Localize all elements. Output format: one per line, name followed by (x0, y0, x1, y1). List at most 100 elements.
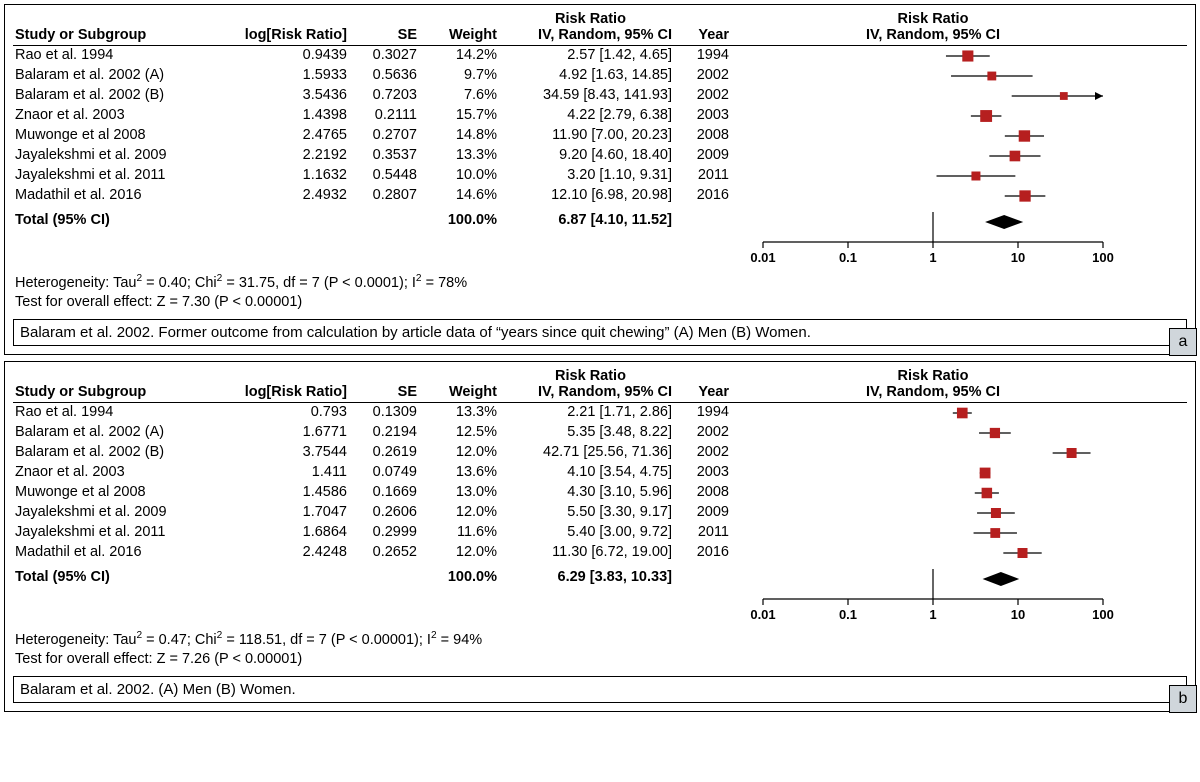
study-row: Madathil et al. 2016 2.4932 0.2807 14.6%… (13, 186, 1187, 206)
cell-year: 2002 (678, 66, 733, 86)
cell-weight: 12.0% (423, 543, 503, 563)
cell-year: 2016 (678, 186, 733, 206)
cell-log: 1.411 (243, 463, 353, 483)
cell-weight: 14.8% (423, 126, 503, 146)
forest-row-plot (733, 463, 1133, 483)
panel-label: b (1169, 685, 1197, 713)
cell-ci: 4.92 [1.63, 14.85] (503, 66, 678, 86)
cell-study: Balaram et al. 2002 (B) (13, 443, 243, 463)
cell-log: 2.2192 (243, 146, 353, 166)
cell-weight: 13.6% (423, 463, 503, 483)
cell-weight: 12.5% (423, 423, 503, 443)
col-year: Year (678, 384, 733, 400)
cell-weight: 9.7% (423, 66, 503, 86)
cell-weight: 12.0% (423, 503, 503, 523)
cell-se: 0.2606 (353, 503, 423, 523)
cell-study: Madathil et al. 2016 (13, 186, 243, 206)
cell-ci: 2.57 [1.42, 4.65] (503, 46, 678, 66)
column-headers: Study or Subgroup log[Risk Ratio] SE Wei… (13, 27, 1187, 46)
forest-row-plot (733, 186, 1133, 206)
cell-se: 0.1309 (353, 403, 423, 423)
study-row: Jayalekshmi et al. 2009 2.2192 0.3537 13… (13, 146, 1187, 166)
total-row: Total (95% CI) 100.0% 6.87 [4.10, 11.52]… (13, 212, 1187, 272)
cell-weight: 13.3% (423, 146, 503, 166)
col-plot: IV, Random, 95% CI (733, 384, 1133, 400)
study-row: Balaram et al. 2002 (A) 1.6771 0.2194 12… (13, 423, 1187, 443)
total-ci: 6.87 [4.10, 11.52] (503, 212, 678, 272)
cell-year: 2002 (678, 86, 733, 106)
cell-se: 0.5636 (353, 66, 423, 86)
svg-text:0.1: 0.1 (839, 250, 857, 265)
forest-row-plot (733, 503, 1133, 523)
cell-log: 2.4932 (243, 186, 353, 206)
cell-year: 2009 (678, 146, 733, 166)
cell-se: 0.5448 (353, 166, 423, 186)
cell-ci: 9.20 [4.60, 18.40] (503, 146, 678, 166)
total-label: Total (95% CI) (13, 569, 243, 629)
cell-log: 3.7544 (243, 443, 353, 463)
cell-weight: 15.7% (423, 106, 503, 126)
study-row: Znaor et al. 2003 1.411 0.0749 13.6% 4.1… (13, 463, 1187, 483)
cell-study: Balaram et al. 2002 (A) (13, 423, 243, 443)
cell-study: Jayalekshmi et al. 2011 (13, 523, 243, 543)
col-plot: IV, Random, 95% CI (733, 27, 1133, 43)
cell-study: Balaram et al. 2002 (B) (13, 86, 243, 106)
cell-se: 0.2999 (353, 523, 423, 543)
forest-row-plot (733, 86, 1133, 106)
cell-log: 2.4765 (243, 126, 353, 146)
forest-row-plot (733, 126, 1133, 146)
cell-log: 3.5436 (243, 86, 353, 106)
cell-se: 0.2194 (353, 423, 423, 443)
col-study: Study or Subgroup (13, 27, 243, 43)
cell-study: Muwonge et al 2008 (13, 483, 243, 503)
col-log: log[Risk Ratio] (243, 27, 353, 43)
forest-row-plot (733, 483, 1133, 503)
forest-row-plot (733, 423, 1133, 443)
cell-se: 0.2807 (353, 186, 423, 206)
cell-ci: 11.90 [7.00, 20.23] (503, 126, 678, 146)
cell-log: 1.4398 (243, 106, 353, 126)
forest-summary-plot: 0.01 0.1 1 10 100 (733, 212, 1133, 272)
cell-log: 1.5933 (243, 66, 353, 86)
column-headers: Study or Subgroup log[Risk Ratio] SE Wei… (13, 384, 1187, 403)
cell-log: 1.6864 (243, 523, 353, 543)
cell-ci: 4.30 [3.10, 5.96] (503, 483, 678, 503)
cell-year: 2003 (678, 106, 733, 126)
col-weight: Weight (423, 384, 503, 400)
col-se: SE (353, 27, 423, 43)
cell-ci: 42.71 [25.56, 71.36] (503, 443, 678, 463)
cell-year: 2008 (678, 126, 733, 146)
col-log: log[Risk Ratio] (243, 384, 353, 400)
forest-row-plot (733, 543, 1133, 563)
cell-se: 0.2619 (353, 443, 423, 463)
cell-ci: 12.10 [6.98, 20.98] (503, 186, 678, 206)
cell-log: 1.1632 (243, 166, 353, 186)
total-row: Total (95% CI) 100.0% 6.29 [3.83, 10.33]… (13, 569, 1187, 629)
cell-year: 2008 (678, 483, 733, 503)
svg-text:0.01: 0.01 (750, 607, 775, 622)
col-se: SE (353, 384, 423, 400)
cell-weight: 12.0% (423, 443, 503, 463)
svg-text:100: 100 (1092, 607, 1114, 622)
cell-ci: 5.40 [3.00, 9.72] (503, 523, 678, 543)
forest-row-plot (733, 523, 1133, 543)
cell-study: Rao et al. 1994 (13, 403, 243, 423)
cell-weight: 10.0% (423, 166, 503, 186)
col-weight: Weight (423, 27, 503, 43)
cell-ci: 4.22 [2.79, 6.38] (503, 106, 678, 126)
cell-weight: 11.6% (423, 523, 503, 543)
svg-text:1: 1 (929, 607, 936, 622)
forest-row-plot (733, 403, 1133, 423)
cell-log: 0.793 (243, 403, 353, 423)
cell-study: Jayalekshmi et al. 2011 (13, 166, 243, 186)
cell-weight: 13.3% (423, 403, 503, 423)
cell-ci: 5.35 [3.48, 8.22] (503, 423, 678, 443)
cell-study: Rao et al. 1994 (13, 46, 243, 66)
overall-effect-text: Test for overall effect: Z = 7.30 (P < 0… (13, 293, 1187, 313)
cell-ci: 3.20 [1.10, 9.31] (503, 166, 678, 186)
cell-se: 0.7203 (353, 86, 423, 106)
heterogeneity-text: Heterogeneity: Tau2 = 0.47; Chi2 = 118.5… (13, 629, 1187, 650)
cell-year: 1994 (678, 403, 733, 423)
col-year: Year (678, 27, 733, 43)
cell-log: 1.7047 (243, 503, 353, 523)
